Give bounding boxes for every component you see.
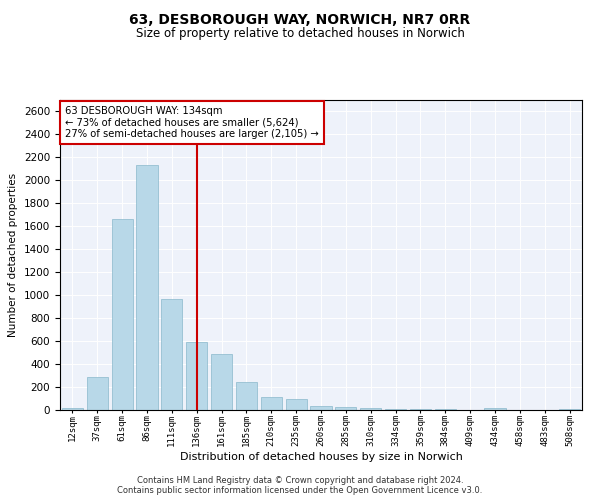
- Y-axis label: Number of detached properties: Number of detached properties: [8, 173, 19, 337]
- Text: Contains HM Land Registry data © Crown copyright and database right 2024.: Contains HM Land Registry data © Crown c…: [137, 476, 463, 485]
- Text: 63, DESBOROUGH WAY, NORWICH, NR7 0RR: 63, DESBOROUGH WAY, NORWICH, NR7 0RR: [130, 12, 470, 26]
- Bar: [136, 166, 158, 410]
- Bar: [559, 409, 580, 410]
- Bar: [286, 399, 307, 410]
- Bar: [62, 408, 83, 410]
- Bar: [335, 408, 356, 410]
- Bar: [186, 342, 207, 410]
- Bar: [112, 220, 133, 410]
- Bar: [211, 354, 232, 410]
- Bar: [410, 409, 431, 410]
- Bar: [161, 298, 182, 410]
- Bar: [484, 408, 506, 410]
- Bar: [385, 408, 406, 410]
- Bar: [87, 376, 108, 410]
- Text: 63 DESBOROUGH WAY: 134sqm
← 73% of detached houses are smaller (5,624)
27% of se: 63 DESBOROUGH WAY: 134sqm ← 73% of detac…: [65, 106, 319, 140]
- Text: Size of property relative to detached houses in Norwich: Size of property relative to detached ho…: [136, 28, 464, 40]
- X-axis label: Distribution of detached houses by size in Norwich: Distribution of detached houses by size …: [179, 452, 463, 462]
- Bar: [236, 382, 257, 410]
- Text: Contains public sector information licensed under the Open Government Licence v3: Contains public sector information licen…: [118, 486, 482, 495]
- Bar: [261, 397, 282, 410]
- Bar: [360, 408, 381, 410]
- Bar: [310, 406, 332, 410]
